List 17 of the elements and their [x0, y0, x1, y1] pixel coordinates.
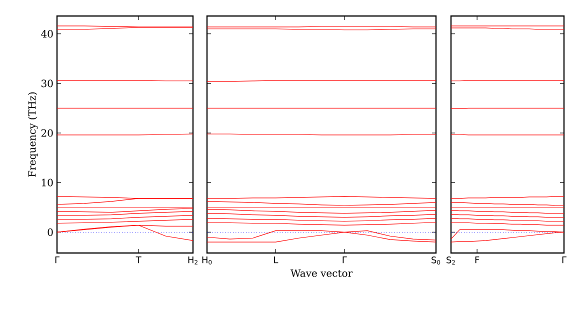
x-tick-label: L	[274, 256, 278, 264]
x-tick-label: Γ	[562, 256, 566, 264]
y-tick-label: 20	[41, 129, 53, 137]
y-tick-label: 0	[48, 228, 53, 236]
x-tick-label: T	[136, 256, 142, 264]
x-tick-label: H$_{2}$	[188, 256, 198, 264]
y-tick-label: 30	[42, 80, 53, 88]
x-tick-label: S$_{0}$	[432, 256, 440, 265]
y-tick-label: 10	[42, 178, 53, 186]
x-tick-label: Γ	[342, 256, 347, 264]
x-tick-label: Γ	[55, 256, 60, 264]
x-axis-title: Wave vector	[290, 270, 353, 277]
x-tick-label: H$_{0}$	[202, 256, 212, 265]
y-axis-title: Frequency (THz)	[28, 92, 38, 177]
x-tick-label: S$_{2}$	[446, 256, 455, 265]
x-tick-label: F	[475, 256, 480, 264]
y-tick-label: 40	[41, 30, 53, 38]
